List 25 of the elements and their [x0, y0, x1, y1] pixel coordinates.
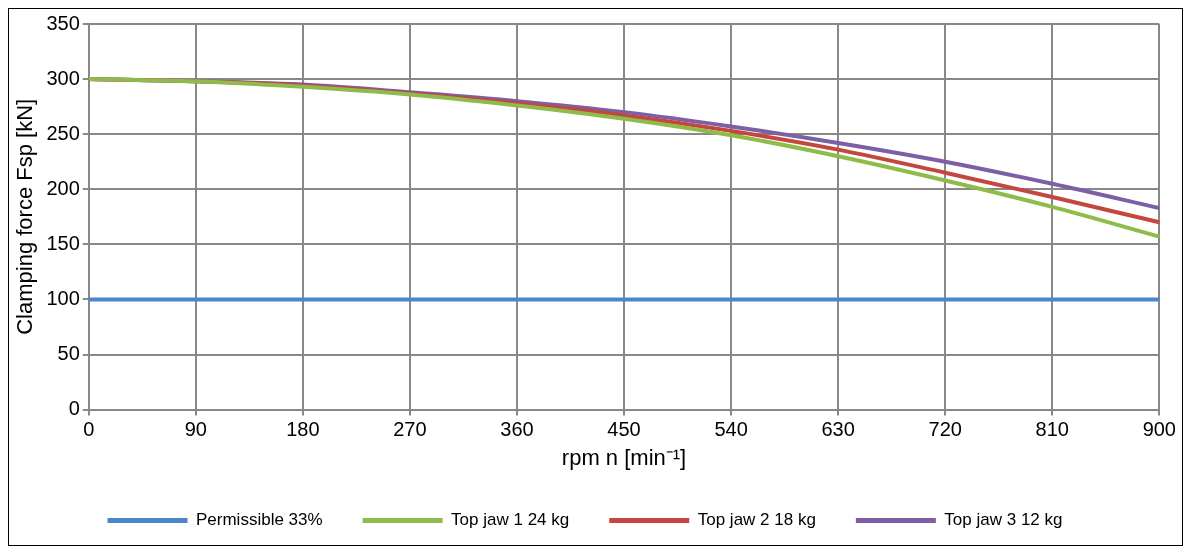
x-tick-label: 90: [184, 418, 207, 441]
x-tick-label: 540: [714, 418, 748, 441]
y-tick-label: 150: [46, 231, 80, 254]
y-tick-label: 0: [68, 397, 80, 420]
legend-label: Permissible 33%: [196, 510, 323, 530]
y-tick-label: 100: [46, 286, 80, 309]
x-tick-label: 270: [393, 418, 427, 441]
legend-label: Top jaw 1 24 kg: [451, 510, 570, 530]
x-tick-label: 630: [821, 418, 855, 441]
x-tick-label: 360: [500, 418, 534, 441]
x-tick-label: 0: [83, 418, 95, 441]
x-axis-title: rpm n [min⁻¹]: [561, 444, 687, 470]
y-tick-label: 300: [46, 66, 80, 89]
y-tick-label: 200: [46, 176, 80, 199]
y-tick-label: 50: [57, 342, 80, 365]
x-tick-label: 810: [1035, 418, 1069, 441]
x-tick-label: 180: [286, 418, 320, 441]
x-tick-label: 900: [1142, 418, 1176, 441]
y-tick-label: 350: [46, 11, 80, 34]
x-tick-label: 450: [607, 418, 641, 441]
legend-label: Top jaw 2 18 kg: [697, 510, 816, 530]
y-tick-label: 250: [46, 121, 80, 144]
x-tick-label: 720: [928, 418, 962, 441]
legend-label: Top jaw 3 12 kg: [944, 510, 1063, 530]
y-axis-title: Clamping force Fsp [kN]: [12, 98, 38, 335]
